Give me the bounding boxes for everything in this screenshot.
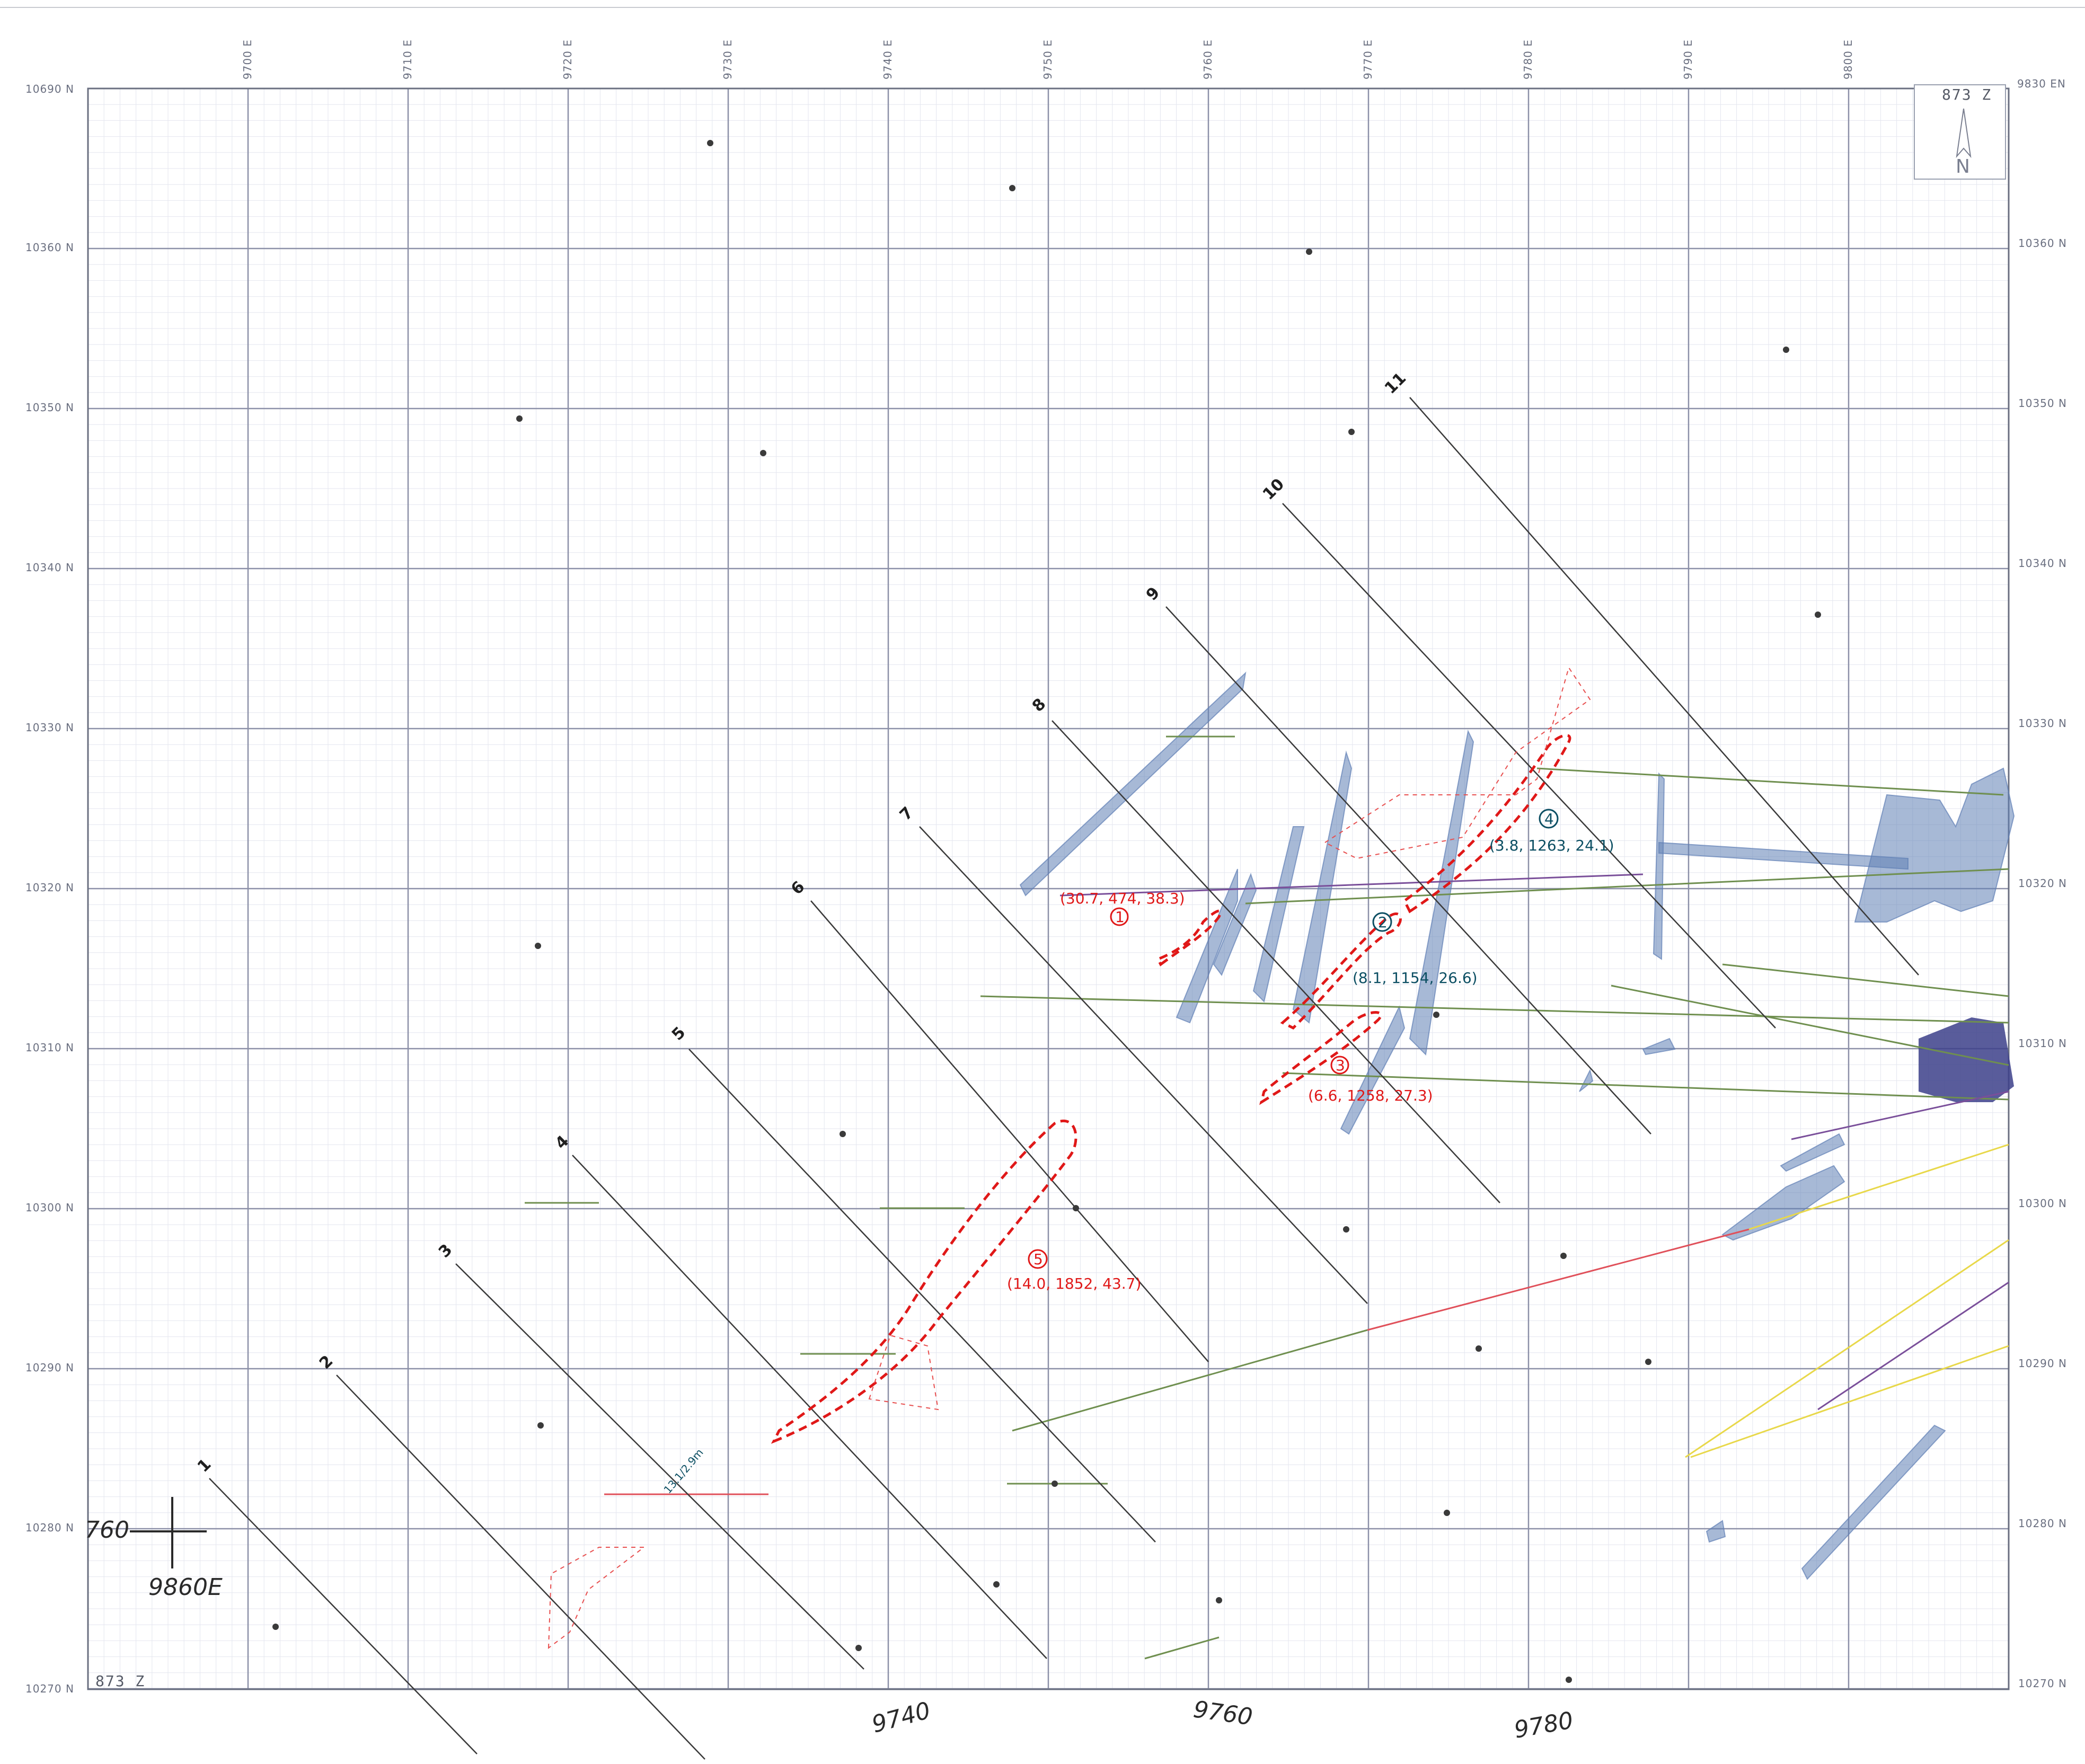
northing-label: 10280 N — [2018, 1517, 2067, 1530]
zone-outlines — [771, 734, 1571, 1444]
northing-label: 10300 N — [25, 1201, 74, 1214]
level-label-top-right: 873 Z — [1942, 86, 1992, 103]
corner-label-top-left: 10690 N — [25, 83, 74, 95]
zone-outline-2 — [1280, 912, 1402, 1030]
easting-labels: 9700 E 9710 E 9720 E 9730 E 9740 E 9750 … — [241, 39, 1854, 79]
easting-label: 9720 E — [561, 39, 574, 79]
easting-label: 9770 E — [1362, 39, 1374, 79]
zone-labels: 1 (30.7, 474, 38.3) 2 (8.1, 1154, 26.6) … — [1007, 809, 1614, 1292]
section-line-10 — [1282, 503, 1776, 1029]
zone-values: (8.1, 1154, 26.6) — [1353, 969, 1478, 987]
north-letter: N — [1956, 156, 1970, 178]
northing-label: 10320 N — [2018, 877, 2067, 890]
section-line-4 — [572, 1155, 1047, 1659]
northing-label: 10290 N — [2018, 1357, 2067, 1370]
zone-outline-5 — [771, 1119, 1077, 1444]
cross-easting-note: 9860E — [148, 1574, 223, 1601]
reference-cross — [130, 1497, 207, 1568]
section-line-9 — [1165, 606, 1651, 1134]
zone-label-5: 5 (14.0, 1852, 43.7) — [1007, 1249, 1141, 1292]
easting-label: 9760 E — [1201, 39, 1214, 79]
zone-values: (14.0, 1852, 43.7) — [1007, 1275, 1141, 1292]
section-line-2 — [336, 1375, 705, 1760]
section-line-3 — [455, 1263, 864, 1670]
corner-label-top-right: 9830 EN — [2017, 77, 2066, 90]
svg-text:2: 2 — [1378, 914, 1388, 931]
cross-northing-note: 760 — [85, 1517, 129, 1544]
zone-label-2: 2 (8.1, 1154, 26.6) — [1353, 912, 1478, 987]
svg-text:1: 1 — [1115, 908, 1125, 926]
northing-label: 10330 N — [2018, 717, 2067, 730]
northing-label: 10310 N — [25, 1041, 74, 1054]
section-line-5 — [688, 1049, 1156, 1543]
svg-text:3: 3 — [1336, 1057, 1345, 1074]
easting-label: 9740 E — [881, 39, 894, 79]
northing-label: 10290 N — [25, 1361, 74, 1374]
map-frame — [87, 87, 2010, 1690]
zone-outline-1 — [1156, 909, 1222, 967]
easting-label: 9750 E — [1041, 39, 1054, 79]
svg-text:5: 5 — [1033, 1251, 1043, 1268]
section-line-11 — [1409, 397, 1919, 976]
section-lines — [209, 397, 1919, 1760]
zone-outline-3 — [1259, 1011, 1382, 1105]
easting-label: 9800 E — [1842, 39, 1854, 79]
section-line-7 — [919, 826, 1368, 1304]
northing-label: 10270 N — [2018, 1677, 2067, 1690]
zone-label-4: 4 (3.8, 1263, 24.1) — [1489, 809, 1614, 854]
easting-label: 9730 E — [721, 39, 734, 79]
zone-values: (3.8, 1263, 24.1) — [1489, 837, 1614, 854]
easting-label: 9780 E — [1522, 39, 1534, 79]
svg-text:4: 4 — [1544, 810, 1554, 828]
easting-label: 9710 E — [401, 39, 414, 79]
northing-label: 10300 N — [2018, 1197, 2067, 1210]
section-line-1 — [209, 1478, 478, 1754]
northing-label: 10340 N — [25, 561, 74, 574]
zone-values: (6.6, 1258, 27.3) — [1308, 1087, 1433, 1104]
drill-hole-traces — [525, 735, 2009, 1660]
zone-label-1: 1 (30.7, 474, 38.3) — [1060, 890, 1185, 926]
section-line-8 — [1052, 720, 1500, 1203]
northing-label: 10340 N — [2018, 557, 2067, 570]
zone-values: (30.7, 474, 38.3) — [1060, 890, 1185, 907]
level-label-bottom-left: 873 Z — [95, 1672, 145, 1690]
northing-label: 10360 N — [2018, 237, 2067, 250]
zone-thin-outlines — [547, 666, 1591, 1650]
north-arrow-icon — [1956, 108, 1972, 158]
northing-labels-right: 9830 EN 10360 N 10350 N 10340 N 10330 N … — [2017, 77, 2067, 1690]
ore-shading — [1019, 671, 2015, 1580]
northing-label: 10310 N — [2018, 1037, 2067, 1050]
northing-label: 10350 N — [25, 401, 74, 414]
northing-label: 10320 N — [25, 881, 74, 894]
northing-label: 10280 N — [25, 1521, 74, 1534]
drill-hole-collars — [272, 140, 1821, 1683]
northing-labels-left: 10690 N 10360 N 10350 N 10340 N 10330 N … — [25, 83, 74, 1695]
easting-label: 9790 E — [1682, 39, 1694, 79]
northing-label: 10350 N — [2018, 397, 2067, 410]
section-line-6 — [810, 900, 1209, 1362]
ore-massive-body — [1919, 1017, 2014, 1102]
northing-label: 10360 N — [25, 241, 74, 254]
north-arrow-box: 873 Z N — [1914, 84, 2006, 180]
easting-label: 9700 E — [241, 39, 254, 79]
zone-label-3: 3 (6.6, 1258, 27.3) — [1308, 1056, 1433, 1104]
northing-label: 10330 N — [25, 721, 74, 734]
northing-label: 10270 N — [25, 1682, 74, 1695]
